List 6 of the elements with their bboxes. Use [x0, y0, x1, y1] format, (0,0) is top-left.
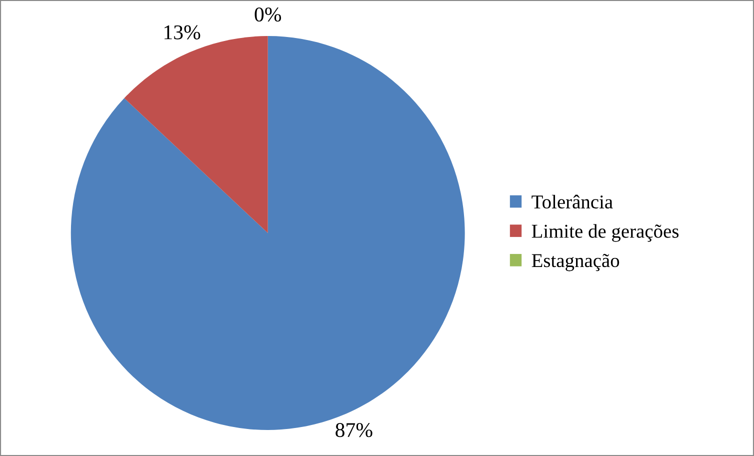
legend-label: Tolerância: [532, 194, 613, 209]
data-label: 87%: [336, 423, 372, 438]
legend-label: Limite de gerações: [532, 224, 679, 242]
text: 0%: [254, 7, 282, 22]
legend-label: Estagnação: [532, 254, 620, 272]
data-label: 13%: [164, 25, 200, 40]
